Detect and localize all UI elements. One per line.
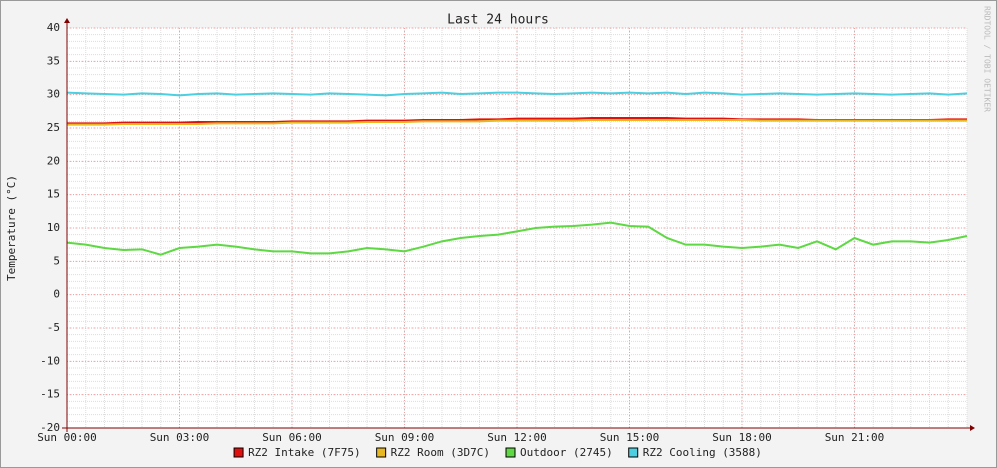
legend-label: RZ2 Intake (7F75) xyxy=(248,446,361,459)
legend-label: RZ2 Cooling (3588) xyxy=(643,446,762,459)
y-tick-label: -20 xyxy=(40,421,60,434)
legend-swatch xyxy=(376,447,387,458)
y-tick-label: -5 xyxy=(47,321,60,334)
y-tick-label: 20 xyxy=(47,154,60,167)
major-grid xyxy=(66,27,967,429)
axes xyxy=(62,18,975,432)
watermark: RRDTOOL / TOBI OETIKER xyxy=(983,6,992,112)
x-tick-label: Sun 21:00 xyxy=(825,431,885,444)
x-tick-label: Sun 03:00 xyxy=(150,431,210,444)
legend-swatch xyxy=(628,447,639,458)
series-line xyxy=(66,221,968,256)
y-tick-label: 15 xyxy=(47,188,60,201)
series-line xyxy=(67,119,967,126)
y-tick-label: 5 xyxy=(53,254,60,267)
y-tick-label: 30 xyxy=(47,88,60,101)
lines xyxy=(66,91,968,256)
y-tick-label: 0 xyxy=(53,288,60,301)
legend-label: RZ2 Room (3D7C) xyxy=(391,446,490,459)
series-line xyxy=(66,91,968,97)
chart-title: Last 24 hours xyxy=(447,13,549,28)
y-tick-label: -15 xyxy=(40,388,60,401)
legend-label: Outdoor (2745) xyxy=(520,446,613,459)
y-tick-label: -10 xyxy=(40,354,60,367)
y-tick-label: 25 xyxy=(47,121,60,134)
x-tick-label: Sun 00:00 xyxy=(37,431,97,444)
y-tick-label: 10 xyxy=(47,221,60,234)
legend-swatch xyxy=(233,447,244,458)
y-tick-label: 40 xyxy=(47,21,60,34)
y-axis-label: Temperature (°C) xyxy=(5,175,18,281)
y-tick-label: 35 xyxy=(47,54,60,67)
x-tick-label: Sun 15:00 xyxy=(600,431,660,444)
legend-swatch xyxy=(505,447,516,458)
x-arrow xyxy=(970,425,975,431)
legend: RZ2 Intake (7F75) RZ2 Room (3D7C) Outdoor … xyxy=(233,446,762,459)
x-tick-label: Sun 09:00 xyxy=(375,431,435,444)
y-arrow xyxy=(64,18,70,23)
x-tick-label: Sun 18:00 xyxy=(712,431,772,444)
x-tick-label: Sun 12:00 xyxy=(487,431,547,444)
x-tick-label: Sun 06:00 xyxy=(262,431,322,444)
